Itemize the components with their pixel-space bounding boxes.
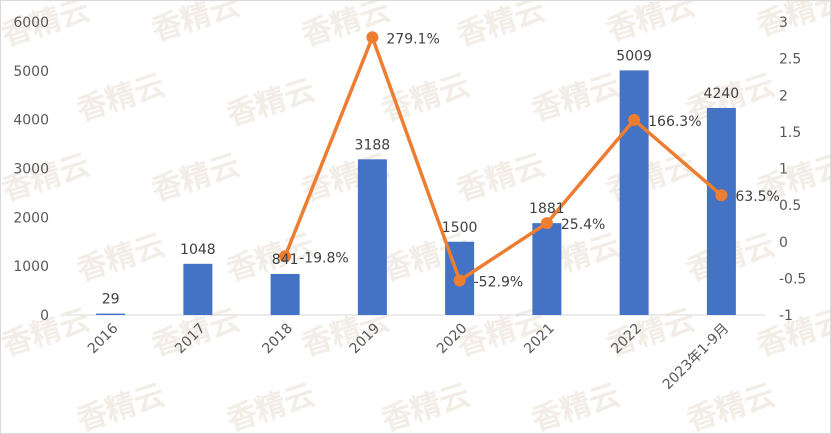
y-right-tick-label: 1 <box>779 162 788 178</box>
watermark-text: 香精云 <box>73 378 169 433</box>
y-right-tick-label: 2 <box>779 88 788 104</box>
watermark-text: 香精云 <box>148 1 244 49</box>
bar <box>270 273 300 315</box>
y-left-tick-label: 6000 <box>13 15 49 31</box>
bar-data-label: 1048 <box>180 242 216 258</box>
line-point <box>279 250 292 263</box>
y-right-tick-label: 0 <box>779 235 788 251</box>
line-point <box>715 189 728 202</box>
line-point <box>628 113 641 126</box>
line-data-label: -52.9% <box>474 274 524 290</box>
bar <box>619 70 649 316</box>
watermark-text: 香精云 <box>298 1 394 54</box>
line-data-label: 279.1% <box>386 31 439 47</box>
y-left-tick-label: 1000 <box>13 259 49 275</box>
line-point <box>453 274 466 287</box>
bar <box>96 313 126 315</box>
data-labels-layer: 29 1048 841 3188 1500 1881 5009 4240 -19.8% 279.1… <box>102 31 780 307</box>
y-right-tick-label: 0.5 <box>779 198 801 214</box>
watermark-text: 香精云 <box>223 73 319 134</box>
y-right-tick-label: -0.5 <box>779 271 806 287</box>
y-left-tick-label: 3000 <box>13 162 49 178</box>
line-data-label: -19.8% <box>299 250 349 266</box>
y-right-tick-label: 3 <box>779 15 788 31</box>
y-right-tick-label: 1.5 <box>779 125 801 141</box>
line-data-label: 166.3% <box>648 114 701 130</box>
watermark-text: 香精云 <box>1 148 94 209</box>
bar <box>357 159 387 315</box>
bar <box>183 263 213 315</box>
watermark-text: 香精云 <box>453 148 549 209</box>
line-data-label: 63.5% <box>735 189 779 205</box>
watermark-text: 香精云 <box>603 1 699 49</box>
bar-data-label: 841 <box>272 252 299 268</box>
bar <box>532 223 562 315</box>
watermark-text: 香精云 <box>683 378 779 433</box>
line-point <box>540 217 553 230</box>
watermark-text: 香精云 <box>148 148 244 209</box>
watermark-text: 香精云 <box>73 228 169 289</box>
watermark-text: 香精云 <box>223 378 319 433</box>
watermark-text: 香精云 <box>378 378 474 433</box>
y-left-tick-label: 2000 <box>13 210 49 226</box>
y-right-tick-label: 2.5 <box>779 52 801 68</box>
bar-data-label: 1881 <box>529 201 565 217</box>
growth-line <box>283 35 723 283</box>
watermark-text: 香精云 <box>603 148 699 209</box>
y-left-tick-label: 0 <box>40 308 49 324</box>
bar <box>706 107 736 316</box>
bar-data-label: 29 <box>102 292 120 308</box>
watermark-text: 香精云 <box>453 1 549 54</box>
bars-layer <box>96 70 736 316</box>
line-data-label: 25.4% <box>561 217 605 233</box>
bar-data-label: 4240 <box>704 86 740 102</box>
watermark-text: 香精云 <box>528 378 624 433</box>
x-tick-label: 2018 <box>259 321 296 358</box>
watermark-text: 香精云 <box>753 1 830 44</box>
watermark-text: 香精云 <box>378 68 474 129</box>
line-layer <box>279 31 728 287</box>
line-point <box>366 31 379 44</box>
bar-data-label: 1500 <box>442 220 478 236</box>
watermark-text: 香精云 <box>528 68 624 129</box>
y-right-tick-label: -1 <box>779 308 793 324</box>
watermark-text: 香精云 <box>73 68 169 129</box>
y-left-tick-label: 4000 <box>13 113 49 129</box>
bar-data-label: 3188 <box>355 137 391 153</box>
bar-data-label: 5009 <box>616 48 652 64</box>
y-left-tick-label: 5000 <box>13 64 49 80</box>
